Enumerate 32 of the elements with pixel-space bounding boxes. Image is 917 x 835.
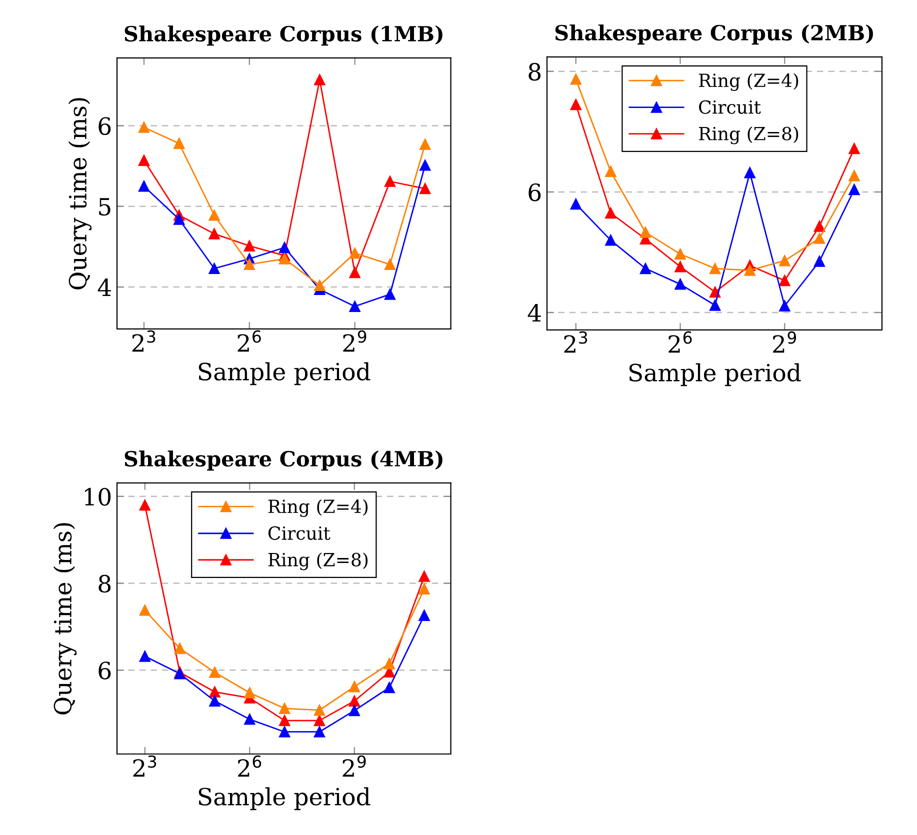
y-axis-title: Query time (ms): [68, 98, 92, 290]
legend-label: Circuit: [699, 100, 761, 114]
y-tick-label: 6: [98, 662, 111, 680]
x-tick-label: 2$^{6}$: [238, 755, 262, 777]
chart-title: Shakespeare Corpus (1MB): [124, 25, 442, 46]
legend-label: Ring (Z=4): [268, 499, 368, 517]
y-tick-label: 4: [98, 278, 111, 296]
y-tick-label: 5: [99, 198, 110, 216]
legend-label: Ring (Z=8): [699, 126, 798, 144]
legend-label: Ring (Z=4): [699, 73, 798, 91]
y-tick-label: 6: [98, 117, 111, 136]
y-axis-title: Query time (ms): [53, 523, 77, 714]
x-axis-title: Sample period: [198, 362, 370, 386]
x-tick-label: 2$^{3}$: [133, 755, 156, 777]
legend-label: Ring (Z=8): [268, 552, 368, 570]
x-tick-label: 2$^{3}$: [132, 330, 156, 352]
x-axis-title: Sample period: [198, 787, 370, 810]
y-tick-label: 10: [84, 488, 111, 506]
legend-label: Circuit: [268, 526, 330, 540]
x-tick-label: 2$^{3}$: [564, 331, 588, 353]
y-tick-label: 6: [528, 183, 541, 202]
x-tick-label: 2$^{6}$: [668, 331, 692, 353]
x-axis-title: Sample period: [629, 363, 801, 386]
chart-title: Shakespeare Corpus (2MB): [555, 24, 873, 45]
x-tick-label: 2$^{9}$: [342, 755, 366, 777]
chart-title: Shakespeare Corpus (4MB): [124, 450, 442, 471]
y-tick-label: 8: [528, 62, 541, 81]
y-tick-label: 4: [528, 304, 541, 322]
y-tick-label: 8: [98, 574, 111, 593]
x-tick-label: 2$^{6}$: [238, 330, 261, 352]
x-tick-label: 2$^{9}$: [773, 331, 796, 353]
x-tick-label: 2$^{9}$: [343, 330, 366, 352]
